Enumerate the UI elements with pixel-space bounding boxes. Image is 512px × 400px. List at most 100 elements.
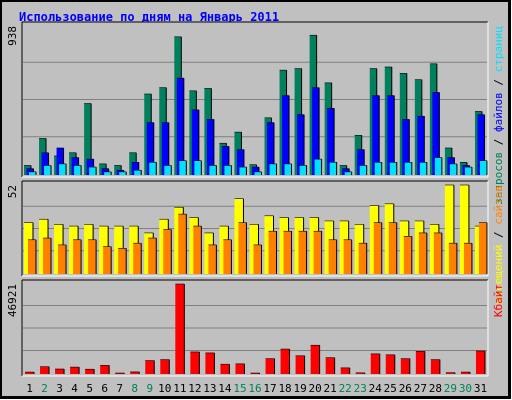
pages-bar [374,162,382,175]
day-label: 9 [146,382,153,395]
pages-bar [254,171,262,175]
pages-bar [404,162,412,175]
files-bar [131,162,139,175]
kbytes-bar [205,352,215,374]
hits-legend: запросов / файлов / страниц [492,26,505,205]
day-label: 1 [26,382,33,395]
day-label: 10 [158,382,171,395]
pages-bar [239,167,247,175]
kbytes-bar [370,353,380,374]
day-label: 23 [354,382,367,395]
files-bar [176,78,184,175]
sites-bar [343,239,352,274]
day-label: 17 [263,382,276,395]
sites-bar [58,244,67,274]
pages-bar [284,163,292,175]
chart-title: Использование по дням на Январь 2011 [19,10,280,24]
pages-bar [209,165,217,175]
sites-bar [238,222,247,274]
pages-bar [329,162,337,175]
files-bar [267,122,275,175]
pages-bar [179,160,187,175]
kbytes-bar [400,358,410,374]
visits-legend: посещений / сайтов [492,185,505,304]
pages-bar [149,162,157,175]
day-label: 24 [369,382,383,395]
files-bar [417,116,425,175]
sites-bar [388,222,397,274]
visits-legend-part: сайтов [492,185,505,225]
day-label: 15 [233,382,246,395]
pages-bar [479,160,487,175]
day-label: 31 [474,382,487,395]
pages-bar [164,165,172,175]
day-label: 11 [173,382,186,395]
sites-bar [253,244,262,274]
sites-bar [268,231,277,274]
sites-bar [208,244,217,274]
kbytes-bar [280,349,290,374]
day-label: 25 [384,382,397,395]
visits-legend-part: / [492,225,505,245]
pages-bar [74,165,82,175]
sites-bar [178,214,187,274]
pages-bar [89,167,97,175]
kbytes-bar [160,359,170,374]
kbytes-bar [475,350,485,374]
pages-bar [299,165,307,175]
sites-bar [88,239,97,274]
sites-bar [283,231,292,274]
pages-bar [389,162,397,175]
kbytes-bar [175,284,185,374]
kbytes-bar [100,365,110,374]
files-bar [357,149,365,175]
kbytes-bar [235,363,245,374]
visits-bar [444,185,454,274]
day-label: 3 [56,382,63,395]
day-label: 28 [429,382,442,395]
hits-bar [84,103,92,175]
pages-bar [59,163,67,175]
sites-bar [298,231,307,274]
day-label: 7 [116,382,123,395]
sites-bar [328,239,337,274]
sites-bar [358,243,367,274]
files-bar [402,119,410,175]
day-label: 22 [339,382,352,395]
sites-bar [28,239,36,274]
files-bar [477,114,485,175]
kbytes-bar [295,355,305,374]
day-label: 12 [188,382,201,395]
day-label: 30 [459,382,472,395]
pages-bar [269,163,277,175]
kbytes-bar [115,373,125,375]
hits-legend-part: запросов [492,152,505,205]
sites-bar [433,232,442,274]
day-label: 2 [41,382,48,395]
kbytes-bar [415,351,425,374]
sites-bar [463,243,472,274]
sites-bar [103,246,112,274]
hits-legend-part: / [492,72,505,92]
pages-bar [224,165,232,175]
hits-ymax-label: 938 [6,26,19,46]
visits-ymax-label: 52 [6,185,19,198]
sites-bar [313,231,322,274]
kbytes-bar [325,357,335,374]
pages-bar [359,165,367,175]
sites-bar [118,248,127,274]
kbytes-bar [25,372,34,374]
files-bar [146,122,154,175]
day-label: 29 [444,382,457,395]
files-bar [206,119,214,175]
day-label: 27 [414,382,427,395]
day-label: 21 [324,382,337,395]
pages-bar [29,171,36,175]
sites-bar [373,222,382,274]
sites-bar [163,229,172,274]
sites-bar [223,239,232,274]
pages-bar [44,165,52,175]
day-label: 6 [101,382,108,395]
kbytes-bar [265,358,275,374]
